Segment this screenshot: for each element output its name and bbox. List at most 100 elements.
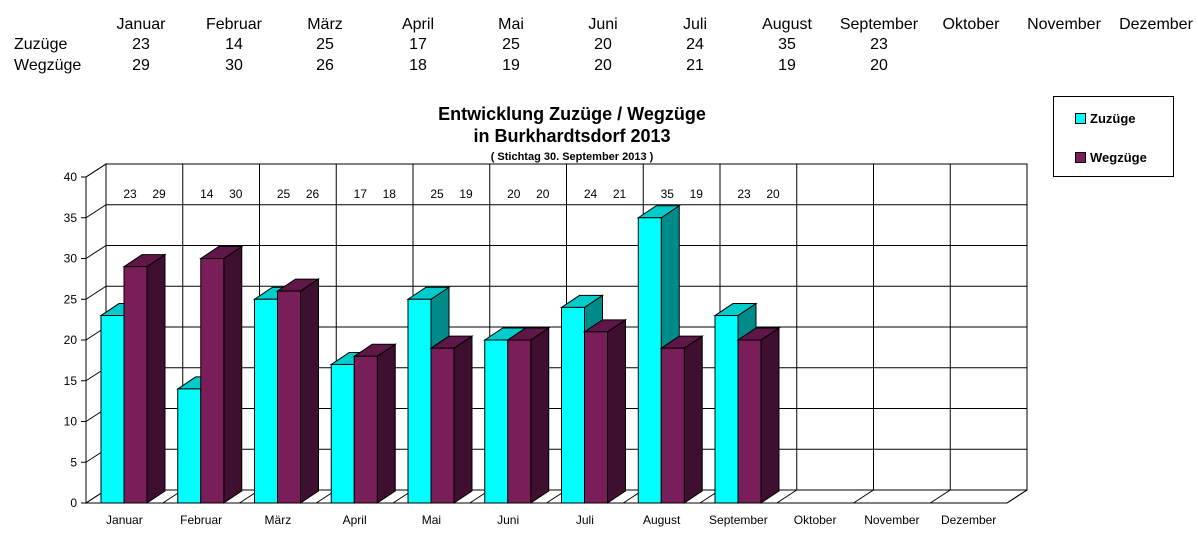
table-month-header: Februar	[205, 16, 263, 33]
bar-wegzuege	[737, 339, 762, 504]
table-cell: 17	[409, 36, 427, 53]
bar-zuzuege	[407, 298, 432, 504]
bar-wegzuege	[277, 290, 301, 504]
table-cell: 20	[594, 36, 612, 53]
data-label: 23	[737, 187, 751, 201]
data-label: 17	[354, 187, 368, 201]
gridline-side	[85, 163, 107, 178]
y-tick-label: 20	[64, 333, 78, 347]
table-month-header: Juli	[682, 16, 707, 33]
table-month-header: November	[1027, 16, 1101, 33]
legend-swatch-zuzuege	[1075, 113, 1086, 124]
chart-legend: Zuzüge Wegzüge	[1053, 96, 1174, 177]
data-label: 19	[690, 187, 704, 201]
table-cell: 21	[686, 57, 704, 74]
x-tick-label: Juni	[497, 513, 519, 527]
data-label: 29	[152, 187, 166, 201]
y-tick-label: 0	[70, 496, 77, 510]
data-label: 26	[306, 187, 320, 201]
table-cell: 20	[870, 57, 888, 74]
table-cell: 35	[778, 36, 796, 53]
y-tick-label: 5	[70, 455, 77, 469]
data-label: 20	[507, 187, 521, 201]
bar-zuzuege	[637, 217, 662, 504]
bar-zuzuege	[561, 306, 585, 504]
y-tick-label: 35	[64, 211, 78, 225]
x-tick-label: Mai	[422, 513, 441, 527]
bar-wegzuege	[660, 347, 685, 504]
bar-wegzuege	[353, 355, 378, 504]
legend-swatch-wegzuege	[1075, 152, 1086, 163]
x-tick-label: April	[343, 513, 367, 527]
table-month-header: Mai	[498, 16, 524, 33]
bar-side-wegzuege	[683, 335, 703, 504]
bar-side-wegzuege	[376, 343, 396, 504]
table-cell: 25	[502, 36, 520, 53]
table-cell: 20	[594, 57, 612, 74]
x-tick-label: März	[265, 513, 292, 527]
bar-wegzuege	[430, 347, 455, 504]
table-cell: 19	[778, 57, 796, 74]
x-tick-label: Oktober	[794, 513, 837, 527]
gridline-side	[85, 204, 107, 219]
legend-item-wegzuege: Wegzüge	[1075, 150, 1147, 165]
data-label: 30	[229, 187, 243, 201]
bar-side-wegzuege	[760, 327, 780, 504]
table-month-header: Januar	[116, 16, 166, 33]
data-label: 25	[277, 187, 291, 201]
gridline-side	[85, 245, 107, 259]
chart-title-line2: in Burkhardtsdorf 2013	[473, 126, 670, 146]
table-cell: 14	[225, 36, 243, 53]
bar-wegzuege	[123, 266, 148, 504]
table-cell: 25	[316, 36, 334, 53]
floor-line	[776, 489, 798, 504]
table-month-header: März	[307, 16, 343, 33]
chart-subtitle: ( Stichtag 30. September 2013 )	[491, 151, 654, 163]
y-tick-label: 40	[64, 170, 78, 184]
x-tick-label: Januar	[106, 513, 143, 527]
legend-item-zuzuege: Zuzüge	[1075, 111, 1136, 126]
y-tick-label: 30	[64, 252, 78, 266]
bar-side-wegzuege	[607, 318, 626, 504]
data-label: 14	[200, 187, 214, 201]
legend-label-wegzuege: Wegzüge	[1090, 150, 1147, 165]
bar-zuzuege	[177, 388, 202, 504]
bar-zuzuege	[714, 315, 739, 504]
gridline-side	[85, 285, 107, 300]
table-cell: 23	[132, 36, 150, 53]
table-month-header: Oktober	[942, 16, 1000, 33]
x-tick-label: August	[643, 513, 681, 527]
table-month-header: Dezember	[1119, 16, 1193, 33]
bar-wegzuege	[200, 258, 225, 504]
data-table: Januar Februar März April Mai Juni Juli August S…	[0, 0, 1198, 80]
x-tick-label: Februar	[180, 513, 222, 527]
bar-wegzuege	[507, 339, 532, 504]
table-cell: 19	[502, 57, 520, 74]
y-tick-label: 10	[64, 415, 78, 429]
bar-wegzuege	[584, 331, 608, 504]
data-label: 20	[536, 187, 550, 201]
table-month-header: Juni	[588, 16, 618, 33]
x-tick-label: Juli	[576, 513, 594, 527]
table-row-label: Zuzüge	[14, 36, 68, 53]
table-month-header: April	[401, 16, 434, 33]
x-tick-label: Dezember	[941, 513, 996, 527]
table-month-header: September	[839, 16, 919, 33]
bar-zuzuege	[100, 315, 125, 504]
data-label: 35	[661, 187, 675, 201]
table-cell: 26	[316, 57, 334, 74]
y-tick-label: 25	[64, 292, 78, 306]
bar-zuzuege	[484, 339, 509, 504]
table-cell: 23	[870, 36, 888, 53]
x-tick-label: November	[864, 513, 919, 527]
floor-line	[929, 489, 951, 504]
bar-side-wegzuege	[453, 335, 473, 504]
floor-line	[853, 489, 874, 504]
legend-label-zuzuege: Zuzüge	[1090, 111, 1136, 126]
bar-side-wegzuege	[223, 245, 243, 504]
data-label: 19	[459, 187, 473, 201]
data-label: 23	[123, 187, 137, 201]
table-cell: 18	[409, 57, 427, 74]
data-label: 24	[584, 187, 598, 201]
